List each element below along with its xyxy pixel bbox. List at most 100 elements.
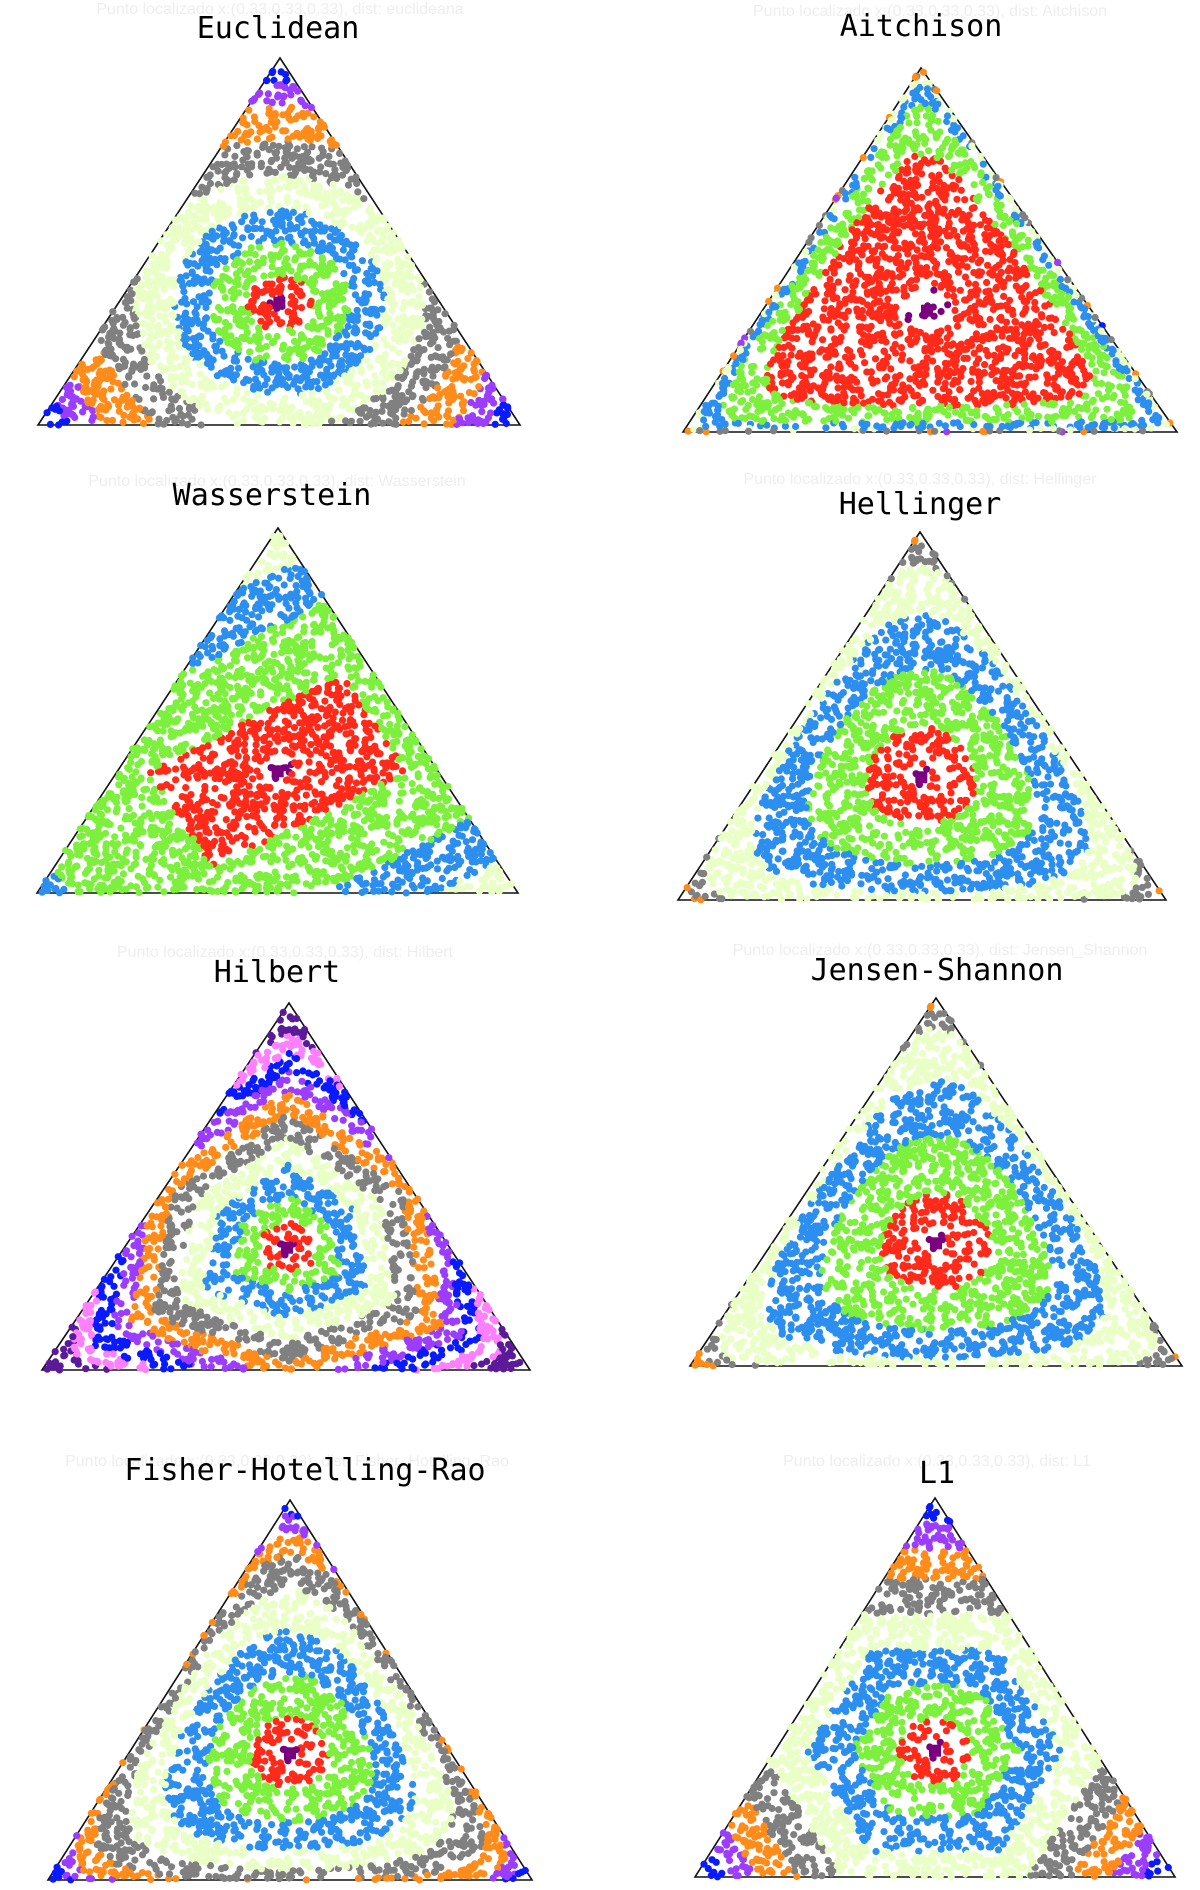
ring-point (1085, 372, 1094, 380)
ring-point (367, 204, 375, 213)
ring-point (798, 391, 806, 399)
ring-point (272, 227, 280, 235)
ring-point (953, 124, 962, 132)
ring-point (1023, 254, 1031, 262)
ring-point (139, 329, 147, 337)
ring-point (181, 294, 189, 302)
ring-point (314, 247, 322, 255)
ring-point (257, 163, 265, 171)
ring-point (341, 240, 349, 248)
ring-point (918, 230, 926, 238)
ring-point (248, 611, 256, 619)
ring-point (789, 373, 797, 382)
ring-point (97, 413, 105, 422)
ring-point (1041, 389, 1049, 397)
ring-point (980, 369, 988, 377)
ring-point (211, 256, 219, 264)
ring-point (830, 205, 838, 214)
ring-point (302, 190, 310, 198)
ring-point (847, 406, 856, 414)
ring-point (1078, 345, 1086, 353)
ring-point (333, 322, 341, 330)
ring-point (961, 159, 970, 167)
ring-point (395, 349, 403, 357)
ring-point (1122, 384, 1130, 392)
ring-point (379, 401, 387, 410)
ring-point (307, 741, 315, 749)
ring-point (281, 394, 289, 402)
ring-point (288, 103, 296, 111)
ring-point (185, 397, 193, 405)
ring-point (243, 389, 251, 397)
ring-point (979, 160, 987, 168)
ring-point (1004, 240, 1012, 248)
ring-point (70, 373, 78, 381)
ring-point (986, 269, 994, 277)
ring-point (254, 379, 262, 387)
ring-point (306, 418, 314, 426)
ring-point (239, 308, 247, 316)
ring-point (871, 355, 880, 363)
ring-point (809, 333, 817, 342)
ring-point (770, 415, 778, 423)
ring-point (257, 402, 265, 410)
ring-point (875, 151, 883, 159)
ring-point (189, 350, 197, 358)
ring-point (43, 409, 51, 417)
ring-point (272, 148, 281, 156)
ring-point (372, 258, 380, 266)
ring-point (729, 381, 738, 389)
ring-point (288, 293, 296, 301)
ring-point (281, 84, 289, 92)
ring-point (225, 322, 233, 330)
ring-point (256, 199, 264, 207)
ring-point (715, 392, 723, 400)
ring-point (378, 407, 386, 415)
ring-point (1037, 359, 1045, 367)
ring-point (225, 409, 233, 417)
ring-point (344, 322, 352, 330)
ring-point (430, 298, 439, 306)
ring-point (98, 405, 106, 413)
ring-point (191, 308, 199, 316)
ring-point (777, 369, 785, 377)
ring-point (931, 279, 939, 287)
ring-point (268, 368, 276, 376)
ring-point (181, 358, 189, 366)
ring-point (434, 363, 442, 371)
ring-point (923, 85, 932, 93)
ring-point (821, 297, 829, 305)
ring-point (227, 364, 235, 372)
ring-point (222, 380, 230, 388)
ring-point (778, 326, 786, 335)
ring-point (443, 356, 451, 364)
ring-point (131, 380, 139, 388)
ring-point (1028, 228, 1036, 236)
ring-point (941, 422, 950, 430)
ring-point (148, 358, 156, 366)
ring-point (268, 69, 276, 77)
ring-point (841, 286, 849, 294)
ring-point (875, 280, 883, 288)
ring-point (318, 336, 326, 344)
ring-point (423, 378, 431, 386)
center-point-marker (921, 304, 933, 317)
ring-point (167, 322, 175, 330)
ring-point (97, 336, 105, 345)
ring-point (195, 402, 203, 410)
ring-point (182, 258, 190, 266)
ring-point (925, 147, 933, 155)
ring-point (354, 225, 362, 233)
ring-point (344, 181, 353, 189)
ring-point (188, 268, 196, 276)
ring-point (994, 406, 1002, 414)
ring-point (219, 286, 227, 294)
ring-point (911, 73, 920, 81)
ring-point (935, 188, 943, 196)
ring-point (898, 114, 906, 122)
ring-point (128, 367, 136, 375)
ring-point (362, 413, 371, 421)
ring-point (827, 363, 835, 371)
ring-point (233, 170, 241, 178)
ring-point (849, 282, 857, 290)
